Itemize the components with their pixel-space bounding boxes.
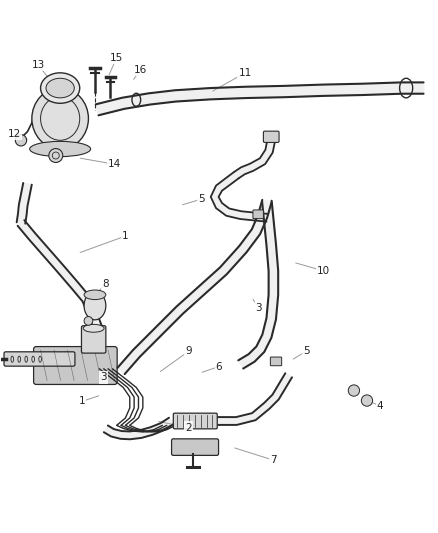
Text: 6: 6 — [215, 361, 223, 372]
FancyBboxPatch shape — [34, 346, 117, 384]
Ellipse shape — [41, 73, 80, 103]
Ellipse shape — [30, 141, 91, 157]
Text: 14: 14 — [108, 159, 121, 169]
Text: 11: 11 — [238, 68, 252, 78]
FancyBboxPatch shape — [4, 352, 75, 366]
Text: 12: 12 — [8, 129, 21, 139]
Text: 8: 8 — [102, 279, 109, 289]
Ellipse shape — [46, 78, 74, 98]
FancyBboxPatch shape — [263, 131, 279, 142]
Polygon shape — [104, 418, 173, 439]
Polygon shape — [96, 83, 424, 115]
Text: 3: 3 — [100, 373, 107, 383]
Polygon shape — [18, 220, 103, 333]
FancyBboxPatch shape — [81, 326, 106, 353]
Text: 7: 7 — [270, 455, 277, 465]
Polygon shape — [217, 373, 292, 425]
Polygon shape — [17, 183, 32, 224]
Text: 5: 5 — [303, 346, 309, 357]
FancyBboxPatch shape — [270, 357, 282, 366]
Text: 5: 5 — [198, 194, 205, 204]
FancyBboxPatch shape — [173, 413, 217, 429]
Text: 15: 15 — [110, 53, 124, 62]
Ellipse shape — [83, 325, 104, 332]
Text: 2: 2 — [185, 423, 192, 433]
Text: 16: 16 — [134, 65, 147, 75]
Circle shape — [348, 385, 360, 396]
Polygon shape — [234, 140, 275, 179]
Text: 1: 1 — [78, 397, 85, 407]
FancyBboxPatch shape — [253, 210, 263, 219]
Ellipse shape — [84, 290, 106, 300]
Polygon shape — [117, 200, 272, 374]
Polygon shape — [238, 201, 278, 368]
Text: 9: 9 — [185, 346, 192, 357]
Circle shape — [49, 149, 63, 163]
FancyBboxPatch shape — [172, 439, 219, 455]
Polygon shape — [211, 172, 267, 222]
Circle shape — [15, 135, 27, 146]
Circle shape — [84, 317, 93, 325]
Circle shape — [361, 395, 373, 406]
Ellipse shape — [32, 88, 88, 149]
Text: 1: 1 — [122, 231, 129, 241]
Ellipse shape — [84, 292, 106, 320]
Text: 13: 13 — [32, 60, 45, 70]
Text: 4: 4 — [377, 401, 383, 411]
Text: 10: 10 — [317, 266, 330, 276]
Text: 3: 3 — [255, 303, 261, 313]
